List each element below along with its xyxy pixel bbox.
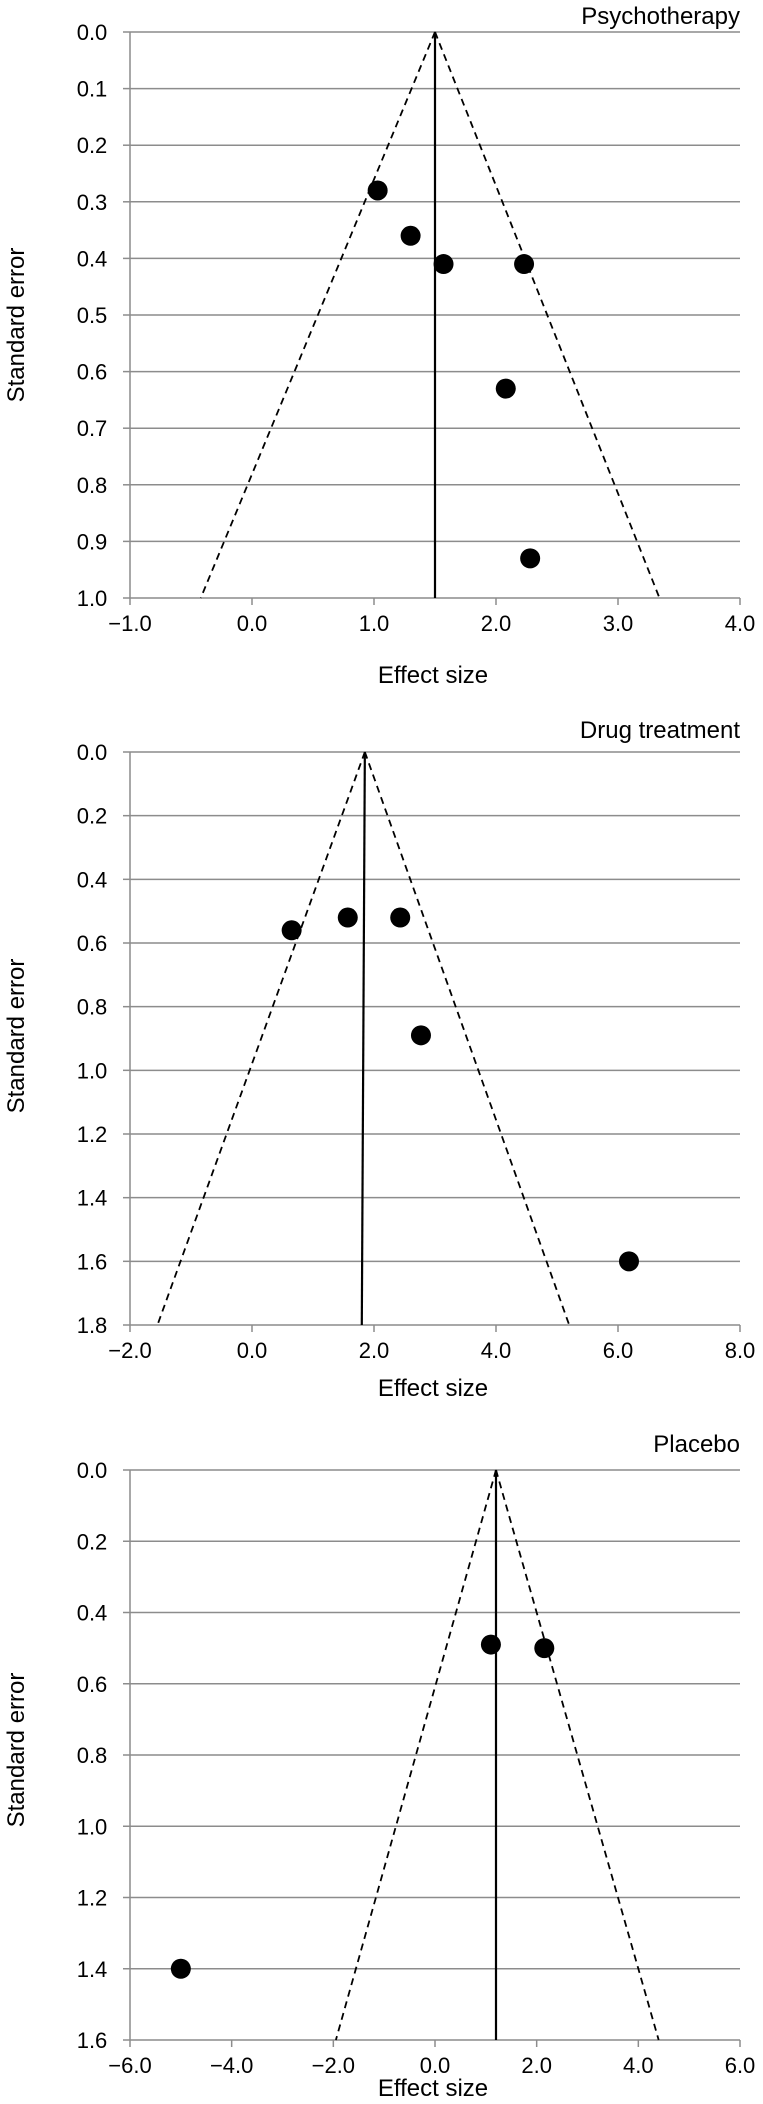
x-tick-label-psychotherapy: 4.0 (725, 611, 756, 636)
y-tick-label-psychotherapy: 0.7 (77, 416, 108, 441)
panel-placebo: Placebo Effect size Standard error 0.00.… (3, 1431, 755, 2102)
study-point-psychotherapy (495, 378, 516, 399)
pooled-effect-line-drug-treatment (360, 751, 366, 1326)
study-point-psychotherapy (514, 254, 535, 275)
plot-area-psychotherapy: 0.00.10.20.30.40.50.60.70.80.91.0−1.0 0.0… (77, 20, 756, 636)
y-tick-label-placebo: 0.0 (77, 1458, 108, 1483)
panel-psychotherapy: Psychotherapy Effect size Standard error… (3, 3, 755, 689)
x-tick-label-drug-treatment: 0.0 (237, 1338, 268, 1363)
y-tick-label-drug-treatment: 0.2 (77, 804, 108, 829)
x-axis-label-placebo: Effect size (378, 2075, 488, 2102)
x-axis-label-psychotherapy: Effect size (378, 662, 488, 689)
funnel-left-psychotherapy (199, 31, 436, 599)
y-axis-label-psychotherapy: Standard error (3, 248, 30, 403)
plot-area-placebo: 0.0 0.2 0.4 0.6 0.8 1.0 1.2 1.4 1.6−6.0 −4.0 −2.0 0… (77, 1458, 756, 2078)
y-tick-label-placebo: 1.2 (77, 1886, 108, 1911)
x-tick-label-psychotherapy: 1.0 (359, 611, 390, 636)
y-tick-label-placebo: 1.4 (77, 1957, 108, 1982)
study-point-placebo (480, 1634, 501, 1655)
y-tick-label-drug-treatment: 1.8 (77, 1313, 108, 1338)
x-tick-label-placebo: 0.0 (420, 2053, 451, 2078)
y-tick-label-drug-treatment: 0.0 (77, 740, 108, 765)
y-tick-label-psychotherapy: 0.0 (77, 20, 108, 45)
y-tick-label-placebo: 0.6 (77, 1672, 108, 1697)
study-point-psychotherapy (520, 548, 541, 569)
study-point-psychotherapy (433, 254, 454, 275)
y-axis-label-drug-treatment: Standard error (3, 959, 30, 1114)
y-tick-label-psychotherapy: 0.9 (77, 529, 108, 554)
x-tick-label-placebo: 4.0 (623, 2053, 654, 2078)
y-tick-label-psychotherapy: 0.2 (77, 133, 108, 158)
funnel-right-placebo (495, 1469, 660, 2041)
x-tick-label-drug-treatment: 6.0 (603, 1338, 634, 1363)
panel-title-placebo: Placebo (653, 1431, 740, 1458)
funnel-left-placebo (335, 1469, 497, 2041)
funnel-left-drug-treatment (156, 751, 366, 1326)
y-tick-label-placebo: 1.6 (77, 2028, 108, 2053)
y-tick-label-placebo: 0.2 (77, 1529, 108, 1554)
study-point-placebo (170, 1958, 191, 1979)
y-tick-label-drug-treatment: 1.6 (77, 1249, 108, 1274)
x-tick-label-placebo: −2.0 (312, 2053, 355, 2078)
y-tick-label-placebo: 0.8 (77, 1743, 108, 1768)
y-tick-label-drug-treatment: 0.6 (77, 931, 108, 956)
study-point-psychotherapy (367, 180, 388, 201)
study-point-drug-treatment (390, 907, 411, 928)
x-tick-label-drug-treatment: −2.0 (108, 1338, 151, 1363)
y-tick-label-drug-treatment: 1.2 (77, 1122, 108, 1147)
plot-area-drug-treatment: 0.0 0.2 0.4 0.6 0.8 1.0 1.2 1.4 1.6 1.8−2.0 0.0 2.0… (77, 740, 756, 1363)
y-axis-label-placebo: Standard error (3, 1673, 30, 1828)
panel-title-drug-treatment: Drug treatment (580, 717, 740, 744)
x-tick-label-drug-treatment: 4.0 (481, 1338, 512, 1363)
y-tick-label-placebo: 0.4 (77, 1601, 108, 1626)
x-tick-label-psychotherapy: 0.0 (237, 611, 268, 636)
y-tick-label-psychotherapy: 0.4 (77, 246, 108, 271)
x-tick-label-placebo: 6.0 (725, 2053, 756, 2078)
study-point-drug-treatment (337, 907, 358, 928)
x-tick-label-drug-treatment: 8.0 (725, 1338, 756, 1363)
funnel-right-drug-treatment (364, 751, 571, 1326)
x-tick-label-psychotherapy: 2.0 (481, 611, 512, 636)
y-tick-label-placebo: 1.0 (77, 1814, 108, 1839)
x-tick-label-placebo: −4.0 (210, 2053, 253, 2078)
x-tick-label-psychotherapy: −1.0 (108, 611, 151, 636)
study-point-drug-treatment (618, 1251, 639, 1272)
study-point-drug-treatment (410, 1025, 431, 1046)
study-point-drug-treatment (281, 920, 302, 941)
y-tick-label-psychotherapy: 0.1 (77, 77, 108, 102)
study-point-psychotherapy (400, 225, 421, 246)
x-tick-label-psychotherapy: 3.0 (603, 611, 634, 636)
funnel-right-psychotherapy (434, 31, 661, 599)
y-tick-label-psychotherapy: 0.6 (77, 360, 108, 385)
x-tick-label-placebo: −6.0 (108, 2053, 151, 2078)
y-tick-label-drug-treatment: 0.4 (77, 867, 108, 892)
y-tick-label-psychotherapy: 0.3 (77, 190, 108, 215)
panel-title-psychotherapy: Psychotherapy (581, 3, 740, 30)
x-tick-label-drug-treatment: 2.0 (359, 1338, 390, 1363)
y-tick-label-drug-treatment: 0.8 (77, 995, 108, 1020)
panel-drug-treatment: Drug treatment Effect size Standard erro… (3, 717, 755, 1402)
y-tick-label-drug-treatment: 1.4 (77, 1186, 108, 1211)
study-point-placebo (534, 1638, 555, 1659)
x-tick-label-placebo: 2.0 (521, 2053, 552, 2078)
x-axis-label-drug-treatment: Effect size (378, 1375, 488, 1402)
y-tick-label-psychotherapy: 0.8 (77, 473, 108, 498)
y-tick-label-drug-treatment: 1.0 (77, 1058, 108, 1083)
y-tick-label-psychotherapy: 0.5 (77, 303, 108, 328)
y-tick-label-psychotherapy: 1.0 (77, 586, 108, 611)
